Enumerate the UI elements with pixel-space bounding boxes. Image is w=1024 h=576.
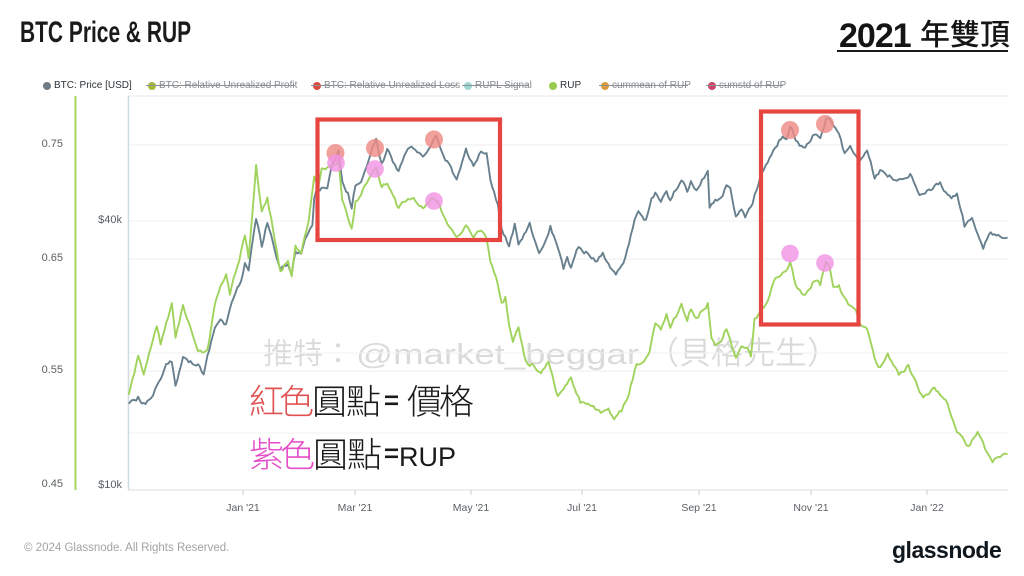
svg-text:@market_beggar: @market_beggar <box>356 339 639 371</box>
svg-text:RUP: RUP <box>399 442 456 472</box>
